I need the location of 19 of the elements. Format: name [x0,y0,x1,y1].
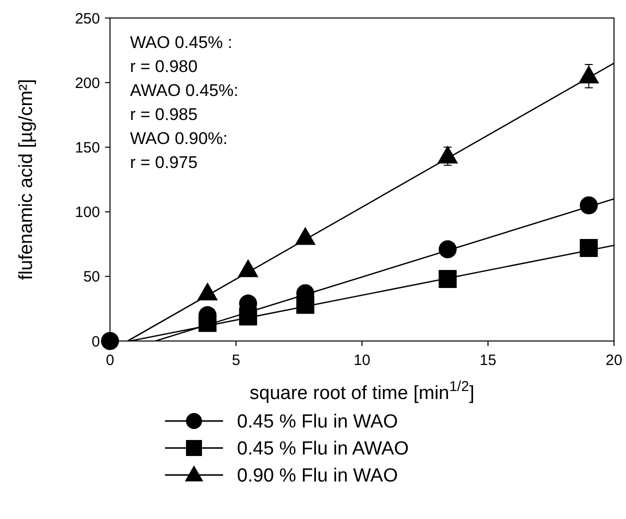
y-tick-label: 100 [74,204,100,222]
y-tick-label: 0 [92,333,100,350]
x-tick-label: 10 [354,352,370,369]
annotation: WAO 0.90%: r = 0.975 [130,129,228,172]
annotation: AWAO 0.45%: r = 0.985 [130,81,238,124]
y-tick-label: 150 [74,139,100,156]
y-tick-label: 200 [74,74,100,92]
x-tick-label: 20 [606,352,622,369]
y-axis-title: flufenamic acid [µg/cm²] [16,78,37,280]
x-axis-title: square root of time [min$^{1/2}$] [250,379,474,404]
legend-label: 0.90 % Flu in WAO [237,466,398,487]
x-tick-label: 15 [480,352,496,369]
legend-label: 0.45 % Flu in AWAO [237,438,409,460]
legend-label: 0.45 % Flu in WAO [237,412,398,433]
x-tick-label: 5 [232,352,240,369]
y-tick-label: 50 [83,268,100,286]
x-tick-label: 0 [106,352,114,369]
y-tick-label: 250 [74,10,100,28]
annotation: WAO 0.45% : r = 0.980 [130,33,232,76]
